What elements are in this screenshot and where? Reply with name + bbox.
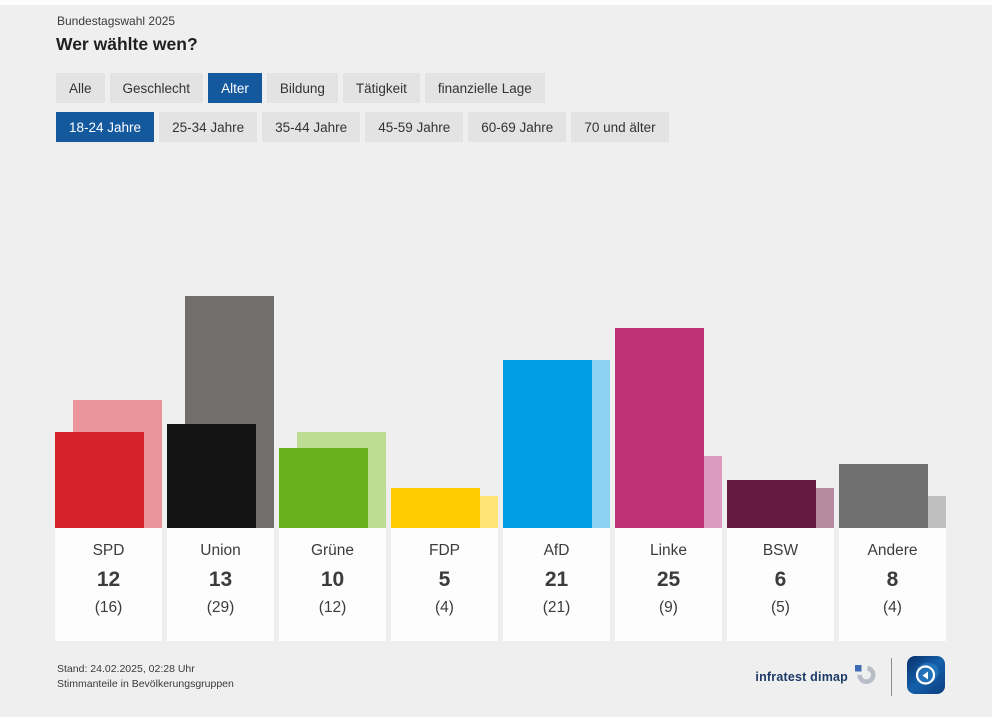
party-column-spd: SPD 12 (16) [55,156,162,641]
bar-main [727,480,816,528]
infratest-dimap-label: infratest dimap [755,670,848,684]
infratest-dimap-logo: infratest dimap [755,665,876,689]
party-comparison-value: (4) [435,599,454,616]
bar-main [167,424,256,528]
party-comparison-value: (9) [659,599,678,616]
footer-note: Stand: 24.02.2025, 02:28 Uhr Stimmanteil… [57,662,234,692]
tab-age-18-24-jahre[interactable]: 18-24 Jahre [56,112,155,142]
party-value: 5 [438,568,451,591]
party-name: BSW [762,542,799,559]
bar-main [615,328,704,528]
kicker: Bundestagswahl 2025 [57,14,176,28]
party-card: AfD 21 (21) [503,528,610,641]
party-card: Linke 25 (9) [615,528,722,641]
tab-age-25-34-jahre[interactable]: 25-34 Jahre [159,112,258,142]
bar-group [391,156,498,528]
party-column-andere: Andere 8 (4) [839,156,946,641]
party-value: 8 [886,568,899,591]
party-comparison-value: (5) [771,599,790,616]
party-column-fdp: FDP 5 (4) [391,156,498,641]
bar-group [279,156,386,528]
tab-category-geschlecht[interactable]: Geschlecht [109,73,204,103]
party-card: Grüne 10 (12) [279,528,386,641]
bar-group [167,156,274,528]
tab-age-60-69-jahre[interactable]: 60-69 Jahre [468,112,567,142]
party-card: FDP 5 (4) [391,528,498,641]
tab-age-35-44-jahre[interactable]: 35-44 Jahre [262,112,361,142]
party-card: Union 13 (29) [167,528,274,641]
party-card: SPD 12 (16) [55,528,162,641]
footer-stand: Stand: 24.02.2025, 02:28 Uhr [57,663,195,675]
party-card: Andere 8 (4) [839,528,946,641]
party-column-linke: Linke 25 (9) [615,156,722,641]
party-name: SPD [92,542,125,559]
bar-main [279,448,368,528]
tab-category-finanzielle-lage[interactable]: finanzielle Lage [424,73,545,103]
brand-divider [891,658,892,696]
party-comparison-value: (12) [318,599,347,616]
party-value: 25 [656,568,681,591]
age-tabs: 18-24 Jahre 25-34 Jahre 35-44 Jahre 45-59 J… [56,112,669,142]
ard-logo-icon [907,655,945,699]
party-column-union: Union 13 (29) [167,156,274,641]
party-value: 12 [96,568,121,591]
bar-main [839,464,928,528]
bar-group [615,156,722,528]
party-value: 13 [208,568,233,591]
party-column-afd: AfD 21 (21) [503,156,610,641]
tab-category-bildung[interactable]: Bildung [266,73,338,103]
tab-age-70-und-älter[interactable]: 70 und älter [571,112,669,142]
party-comparison-value: (21) [542,599,571,616]
party-name: AfD [543,542,570,559]
page-title: Wer wählte wen? [56,34,198,54]
tab-category-alle[interactable]: Alle [56,73,105,103]
bar-main [391,488,480,528]
party-value: 21 [544,568,569,591]
party-comparison-value: (4) [883,599,902,616]
bar-main [55,432,144,528]
party-column-bsw: BSW 6 (5) [727,156,834,641]
party-value: 10 [320,568,345,591]
bar-group [503,156,610,528]
filter-tabs: Alle Geschlecht Alter Bildung Tätigkeit finan… [56,73,545,103]
bar-main [503,360,592,528]
infratest-dimap-icon [855,665,876,689]
party-value: 6 [774,568,787,591]
tab-category-tätigkeit[interactable]: Tätigkeit [342,73,420,103]
party-name: Grüne [310,542,355,559]
party-name: Linke [649,542,688,559]
bar-group [55,156,162,528]
party-column-grüne: Grüne 10 (12) [279,156,386,641]
footer-description: Stimmanteile in Bevölkerungsgruppen [57,678,234,690]
party-name: Andere [867,542,918,559]
party-comparison-value: (16) [94,599,123,616]
bar-group [839,156,946,528]
tab-age-45-59-jahre[interactable]: 45-59 Jahre [365,112,464,142]
party-card: BSW 6 (5) [727,528,834,641]
party-comparison-value: (29) [206,599,235,616]
party-name: FDP [429,542,460,559]
bar-group [727,156,834,528]
chart: SPD 12 (16) Union 13 (29) Grüne 10 (12) FDP 5 (4) Af… [55,156,947,641]
top-strip [0,0,992,5]
footer-brand-area: infratest dimap [755,655,945,699]
tab-category-alter[interactable]: Alter [208,73,262,103]
party-name: Union [200,542,241,559]
